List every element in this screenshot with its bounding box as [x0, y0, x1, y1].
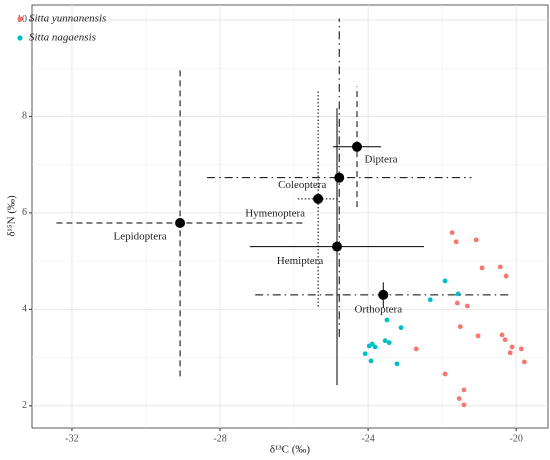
point [521, 359, 527, 365]
x-axis-label: δ¹³C (‰) [270, 444, 311, 456]
group-label: Orthoptera [354, 303, 402, 315]
x-tick-label: -32 [65, 433, 78, 444]
group-mean [334, 172, 345, 183]
legend-label: Sitta yunnanensis [29, 13, 106, 25]
point [449, 230, 455, 236]
point [499, 332, 505, 338]
group-mean [332, 241, 343, 252]
legend-marker [17, 35, 23, 41]
point [456, 396, 462, 401]
point [502, 337, 508, 343]
y-tick-label: 2 [22, 400, 27, 411]
x-tick-label: -24 [361, 433, 374, 444]
group-mean [175, 218, 186, 229]
point [413, 346, 419, 352]
group-label: Diptera [365, 153, 398, 165]
point [384, 317, 390, 323]
point [386, 340, 392, 346]
point [475, 333, 481, 339]
point [453, 239, 459, 245]
group-label: Hymenoptera [245, 207, 305, 219]
point [362, 351, 368, 357]
point [427, 297, 433, 303]
point [509, 344, 515, 350]
group-mean [378, 289, 389, 300]
point [497, 264, 503, 270]
point [368, 358, 374, 364]
group-label: Coleoptera [278, 179, 326, 191]
point [455, 291, 461, 297]
point [442, 278, 448, 284]
point [503, 273, 509, 279]
y-tick-label: 6 [22, 207, 27, 218]
point [366, 343, 372, 349]
point [464, 303, 470, 309]
legend-marker [17, 16, 23, 22]
point [372, 344, 378, 350]
point [461, 387, 467, 393]
point [507, 350, 513, 356]
point [398, 325, 404, 331]
group-label: Hemiptera [277, 255, 324, 267]
point [442, 371, 448, 377]
point [473, 237, 479, 243]
point [394, 361, 400, 367]
point [461, 402, 467, 408]
group-mean [313, 193, 324, 204]
x-tick-label: -28 [213, 433, 226, 444]
point [454, 300, 460, 306]
group-label: Lepidoptera [113, 231, 166, 243]
x-tick-label: -20 [509, 433, 522, 444]
point [479, 265, 485, 271]
y-tick-label: 4 [22, 304, 27, 315]
point [518, 346, 524, 352]
point [382, 338, 388, 344]
point [457, 324, 463, 330]
legend-label: Sitta nagaensis [29, 32, 96, 44]
group-mean [351, 141, 362, 152]
y-tick-label: 8 [22, 111, 27, 122]
y-axis-label: δ¹⁵N (‰) [6, 195, 18, 237]
